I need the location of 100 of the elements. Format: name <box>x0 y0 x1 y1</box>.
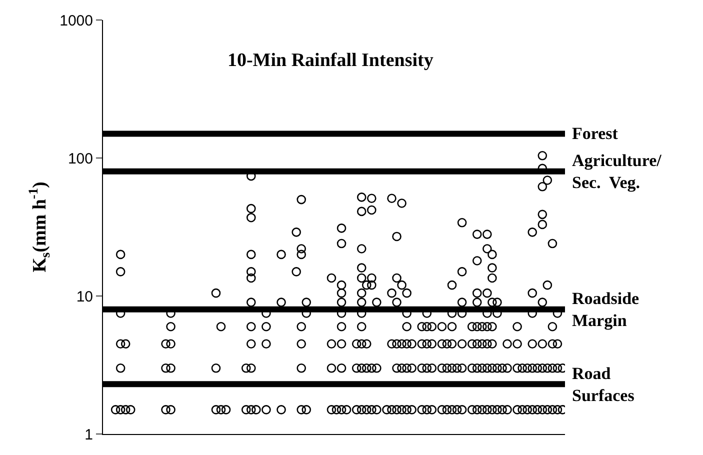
point <box>522 405 532 414</box>
ref-line-label: Roadside Margin <box>572 289 640 330</box>
point <box>116 339 126 349</box>
point <box>427 405 437 414</box>
point <box>407 405 416 414</box>
point <box>352 405 362 414</box>
point <box>336 405 346 414</box>
point <box>296 339 306 349</box>
point <box>447 322 457 332</box>
point <box>512 405 522 414</box>
point <box>246 322 256 332</box>
point <box>457 218 467 228</box>
point <box>166 339 176 349</box>
point <box>352 364 362 373</box>
point <box>336 238 346 248</box>
point <box>427 322 437 332</box>
point <box>528 364 538 373</box>
point <box>262 405 271 414</box>
point <box>518 405 527 414</box>
point <box>538 210 548 220</box>
point <box>538 151 548 160</box>
point <box>326 273 336 283</box>
y-tick-label: 1000 <box>60 12 93 30</box>
point <box>488 364 497 373</box>
point <box>246 339 256 349</box>
point <box>246 364 256 373</box>
point <box>422 339 432 349</box>
point <box>538 220 548 230</box>
point <box>362 280 372 290</box>
point <box>221 405 231 414</box>
point <box>472 322 482 332</box>
point <box>336 339 346 349</box>
point <box>296 244 306 254</box>
point <box>522 364 532 373</box>
point <box>538 364 548 373</box>
point <box>417 322 427 332</box>
point <box>442 364 452 373</box>
point <box>326 339 336 349</box>
point <box>241 364 251 373</box>
point <box>467 364 477 373</box>
point <box>502 339 512 349</box>
point <box>542 364 552 373</box>
point <box>452 405 462 414</box>
point <box>442 339 452 349</box>
point <box>336 322 346 332</box>
point <box>246 298 256 307</box>
point <box>276 298 286 307</box>
point <box>532 364 542 373</box>
point <box>538 339 548 349</box>
point <box>447 364 457 373</box>
point <box>472 405 482 414</box>
point <box>356 405 366 414</box>
y-tick-label: 10 <box>76 288 93 306</box>
point <box>241 405 251 414</box>
point <box>292 267 301 276</box>
point <box>356 206 366 216</box>
point <box>110 405 120 414</box>
point <box>402 322 412 332</box>
point <box>367 205 376 215</box>
point <box>467 405 477 414</box>
point <box>427 364 437 373</box>
point <box>407 339 416 349</box>
point <box>276 405 286 414</box>
point <box>512 339 522 349</box>
point <box>538 182 548 192</box>
point <box>447 280 457 290</box>
point <box>211 288 221 298</box>
point <box>372 364 382 373</box>
point <box>417 364 427 373</box>
point <box>397 339 406 349</box>
point <box>246 273 256 283</box>
point <box>387 194 396 204</box>
point <box>518 364 527 373</box>
point <box>452 364 462 373</box>
point <box>356 273 366 283</box>
point <box>216 322 226 332</box>
point <box>362 364 372 373</box>
point <box>482 364 492 373</box>
point <box>211 364 221 373</box>
point <box>296 364 306 373</box>
point <box>356 263 366 272</box>
point <box>402 364 412 373</box>
point <box>548 405 558 414</box>
point <box>356 244 366 254</box>
point <box>336 364 346 373</box>
point <box>296 194 306 204</box>
point <box>417 405 427 414</box>
point <box>498 405 507 414</box>
point <box>116 405 126 414</box>
point <box>116 250 126 260</box>
point <box>552 405 562 414</box>
point <box>488 298 497 307</box>
point <box>477 364 487 373</box>
point <box>276 250 286 260</box>
point <box>528 339 538 349</box>
point <box>528 405 538 414</box>
point <box>362 339 372 349</box>
y-tick-label: 1 <box>84 426 93 444</box>
point <box>542 405 552 414</box>
point <box>362 405 372 414</box>
